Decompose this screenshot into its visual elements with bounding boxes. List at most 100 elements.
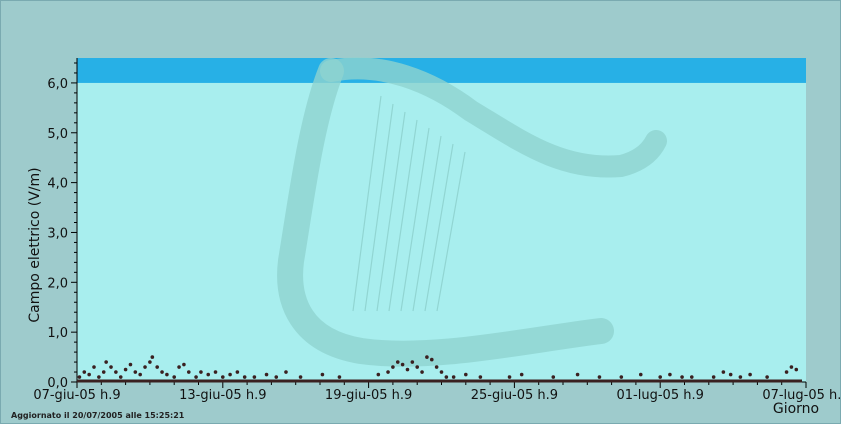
data-point [284,370,288,374]
watermark-harp-string-icon [436,151,466,312]
data-point [82,370,87,374]
data-point [160,370,164,374]
data-point [109,365,113,369]
watermark-harp-top-icon [320,57,667,178]
data-point [199,370,203,374]
y-tick-label: 2,0 [47,276,68,291]
limit-band [77,58,806,83]
data-point [439,370,444,374]
data-point [794,367,799,372]
data-point [738,375,743,379]
data-point [478,375,483,379]
data-point [235,370,240,374]
plot-area [77,58,806,382]
watermark-harp-string-icon [364,103,394,312]
x-tick-label: 25-giu-05 h.9 [471,388,558,403]
data-point [551,375,556,379]
data-point [320,372,325,377]
x-axis-title: Giorno [773,401,819,417]
y-tick-label: 5,0 [47,127,68,142]
data-point [728,372,733,377]
data-point [213,370,218,374]
data-point [415,365,420,369]
data-point [689,375,694,379]
watermark-harp-body-icon [277,58,614,367]
y-axis-title: Campo elettrico (V/m) [27,167,43,322]
data-point [118,375,123,379]
data-point [148,360,152,364]
data-point [186,370,191,374]
y-tick-label: 1,0 [47,326,68,341]
data-point [668,372,672,377]
data-point [711,375,716,379]
watermark-harp-string-icon [412,135,442,312]
data-point [114,370,118,374]
watermark-harp-string-icon [400,127,430,312]
data-point [87,372,91,377]
data-point [597,375,602,379]
data-point [128,362,133,367]
data-point [638,372,643,377]
data-point [165,372,169,377]
data-point [143,365,147,369]
data-point [429,357,434,362]
data-point [405,367,410,372]
data-point [376,372,381,377]
data-point [721,370,726,374]
data-point [101,370,106,374]
data-point [221,375,225,379]
data-point [619,375,624,379]
watermark-harp-string-icon [376,111,406,312]
data-point [575,372,580,377]
watermark-harp-string-icon [424,143,454,312]
data-point [410,360,415,364]
data-point [680,375,684,379]
data-point [123,367,128,372]
data-point [182,362,186,367]
data-point [519,372,524,377]
data-point [77,375,82,379]
data-point [789,365,794,369]
data-point [97,375,101,379]
data-point [138,372,142,377]
y-tick-label: 6,0 [47,77,68,92]
data-point [658,375,662,379]
x-tick-label: 13-giu-05 h.9 [179,388,266,403]
data-point [464,372,468,377]
data-point [150,355,155,359]
watermark-harp-string-icon [352,95,382,312]
data-point [298,375,303,379]
watermark-harp-string-icon [388,119,418,312]
data-point [400,362,405,367]
data-point [507,375,512,379]
data-point [425,355,429,359]
data-point [242,375,247,379]
updated-timestamp: Aggiornato il 20/07/2005 alle 15:25:21 [11,411,185,420]
data-point [104,360,108,364]
data-point [264,372,269,377]
data-point [92,365,96,369]
data-point [395,360,400,364]
data-point [206,372,211,377]
data-point [451,375,456,379]
data-point [172,375,176,379]
data-point [274,375,279,379]
x-tick-label: 19-giu-05 h.9 [325,388,412,403]
x-tick-label: 07-giu-05 h.9 [33,388,120,403]
data-point [444,375,449,379]
data-point [155,365,159,369]
data-point [177,365,181,369]
data-point [420,370,424,374]
x-tick-label: 01-lug-05 h.9 [617,388,704,403]
data-point [133,370,138,374]
y-tick-label: 3,0 [47,226,68,241]
data-point [391,365,395,369]
data-point [228,372,232,377]
data-point [386,370,390,374]
data-point [765,375,769,379]
x-tick-label: 07-lug-05 h.9 [762,388,841,403]
data-point [252,375,257,379]
data-point [434,365,439,369]
